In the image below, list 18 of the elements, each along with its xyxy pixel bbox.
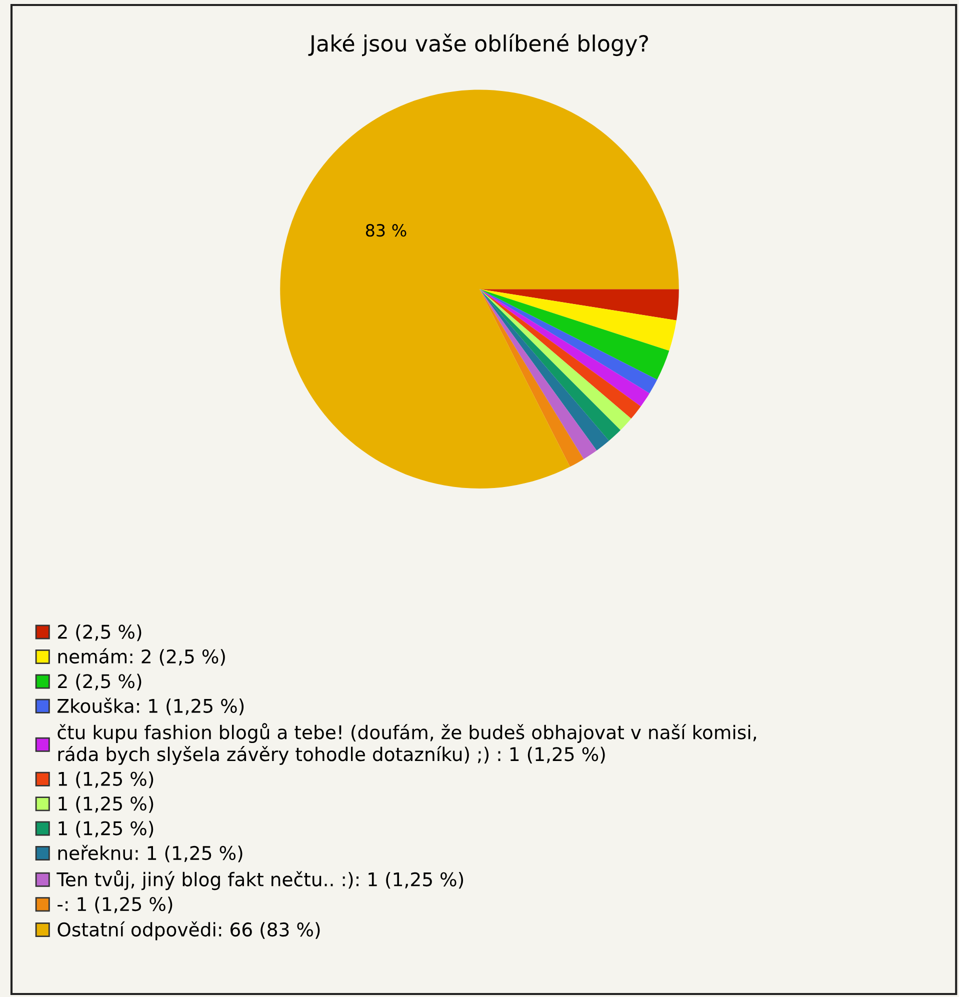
- legend-label: Ten tvůj, jiný blog fakt nečtu.. :): 1 (1,25 %): [56, 870, 464, 890]
- pie-slice: [280, 90, 679, 489]
- legend-label: 2 (2,5 %): [58, 674, 142, 690]
- text: 83 %: [366, 224, 406, 237]
- pie-slice: [480, 289, 676, 351]
- legend-label: 1 (1,25 %): [58, 771, 154, 788]
- legend-label: Ostatní odpovědi: 66 (83 %): [58, 921, 320, 940]
- legend-label: Zkouška: 1 (1,25 %): [58, 698, 244, 716]
- legend-label: 1 (1,25 %): [58, 820, 154, 838]
- legend-label: neřeknu: 1 (1,25 %): [58, 844, 242, 862]
- legend-label: 1 (1,25 %): [58, 796, 154, 813]
- legend-label: čtu kupu fashion blogů a tebe! (doufám, že budeš obhajovat v naší komisi, ráda bych slyšela závěry tohodle dotazníku) ;) : 1 (1,25 %): [58, 723, 756, 765]
- legend-label: -: 1 (1,25 %): [58, 896, 172, 914]
- legend-label: nemám: 2 (2,5 %): [58, 648, 225, 666]
- pie-slice: [480, 289, 679, 320]
- pie-slice: [480, 289, 670, 380]
- legend-label: 2 (2,5 %): [58, 624, 142, 642]
- chart-title: Jaké jsou vaše oblíbené blogy?: [308, 34, 648, 56]
